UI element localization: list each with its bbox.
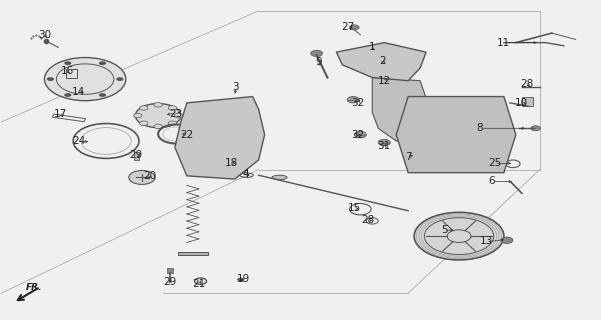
Circle shape <box>154 103 162 107</box>
Circle shape <box>355 132 366 138</box>
Polygon shape <box>337 43 426 81</box>
Circle shape <box>438 116 510 154</box>
Polygon shape <box>178 252 208 255</box>
Text: 32: 32 <box>351 130 364 140</box>
Text: 1: 1 <box>369 42 376 52</box>
Text: 8: 8 <box>477 123 483 133</box>
Circle shape <box>64 61 72 65</box>
Circle shape <box>99 93 106 97</box>
Circle shape <box>116 77 123 81</box>
Circle shape <box>168 121 177 125</box>
Text: 13: 13 <box>480 236 493 246</box>
Text: 3: 3 <box>233 82 239 92</box>
Text: 25: 25 <box>488 158 502 168</box>
Circle shape <box>47 77 54 81</box>
Bar <box>167 268 173 273</box>
Circle shape <box>237 278 244 282</box>
Text: 2: 2 <box>380 56 386 66</box>
Circle shape <box>139 106 148 110</box>
Circle shape <box>501 237 513 244</box>
Text: 28: 28 <box>361 215 374 225</box>
Circle shape <box>99 61 106 65</box>
Text: 18: 18 <box>225 158 239 168</box>
Text: 29: 29 <box>163 277 177 287</box>
Circle shape <box>44 58 126 101</box>
Bar <box>52 114 85 122</box>
Polygon shape <box>372 77 432 141</box>
Circle shape <box>347 97 359 103</box>
Circle shape <box>168 106 177 110</box>
Text: 11: 11 <box>497 38 510 48</box>
Polygon shape <box>396 97 516 173</box>
Circle shape <box>139 121 148 125</box>
Circle shape <box>154 124 162 129</box>
Text: 27: 27 <box>342 22 355 32</box>
Text: 7: 7 <box>405 152 412 162</box>
Circle shape <box>129 171 155 184</box>
Text: 14: 14 <box>72 87 85 97</box>
Text: 15: 15 <box>348 203 361 212</box>
Circle shape <box>64 93 72 97</box>
Text: 17: 17 <box>53 109 67 119</box>
Text: 28: 28 <box>520 79 533 89</box>
Text: 9: 9 <box>315 57 322 67</box>
Bar <box>66 69 77 77</box>
Circle shape <box>378 140 390 146</box>
Circle shape <box>174 113 183 118</box>
Text: 16: 16 <box>61 66 74 76</box>
Text: 10: 10 <box>515 98 528 108</box>
Text: 4: 4 <box>242 169 249 179</box>
Text: 23: 23 <box>169 109 183 119</box>
Text: 19: 19 <box>237 274 250 284</box>
Text: 29: 29 <box>129 150 142 160</box>
Text: 31: 31 <box>377 141 391 151</box>
Circle shape <box>135 104 181 128</box>
Text: 32: 32 <box>351 98 364 108</box>
Circle shape <box>531 126 540 131</box>
Polygon shape <box>175 97 264 179</box>
Circle shape <box>133 113 142 118</box>
Bar <box>522 97 532 106</box>
Ellipse shape <box>272 175 287 180</box>
Text: 12: 12 <box>377 76 391 86</box>
Text: 24: 24 <box>73 136 86 146</box>
Text: 22: 22 <box>180 130 194 140</box>
Bar <box>134 152 139 160</box>
Text: 5: 5 <box>441 225 447 235</box>
Circle shape <box>414 212 504 260</box>
Text: 20: 20 <box>143 171 156 181</box>
Text: FR.: FR. <box>25 283 42 292</box>
Text: 6: 6 <box>489 176 495 186</box>
Text: 21: 21 <box>192 279 206 289</box>
Text: 30: 30 <box>38 30 51 40</box>
Circle shape <box>350 25 359 30</box>
Circle shape <box>311 50 323 57</box>
